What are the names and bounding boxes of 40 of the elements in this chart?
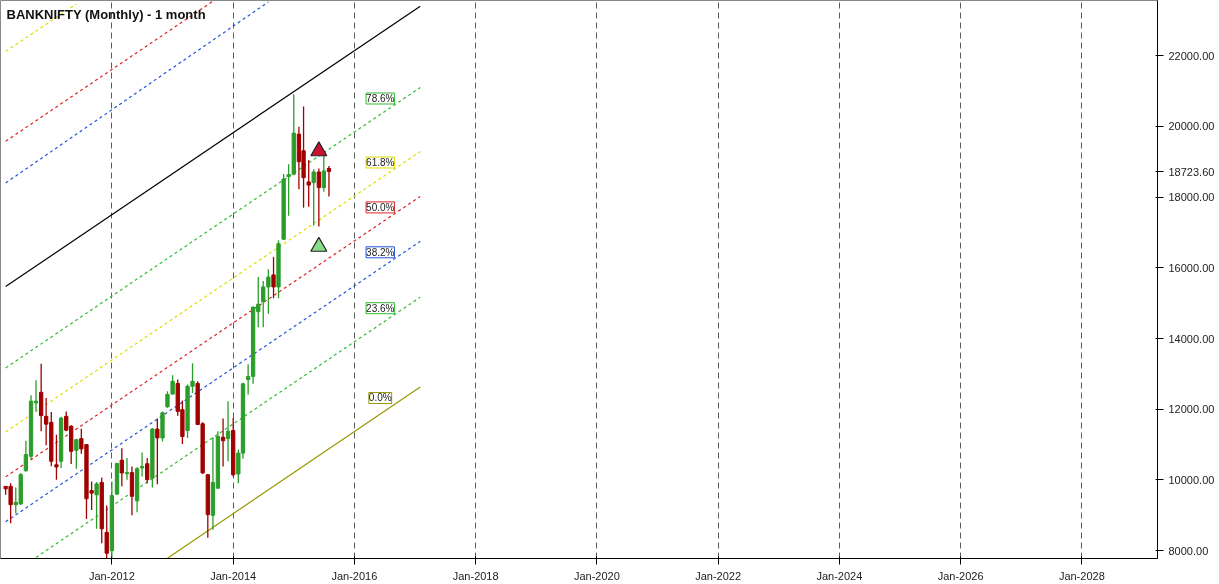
candlestick [124, 457, 130, 481]
y-tick-label: 20000.00 [1168, 120, 1215, 133]
candlestick [321, 153, 326, 193]
candlestick [145, 457, 150, 484]
x-tick-label: Jan-2016 [331, 569, 378, 582]
series-label: 23.6% [366, 302, 395, 314]
candlestick [94, 481, 99, 530]
candlestick [119, 447, 124, 488]
y-tick-label: 8000.00 [1168, 544, 1209, 557]
candlestick [271, 256, 276, 299]
x-tick-label: Jan-2014 [210, 569, 257, 582]
y-tick-label: 18000.00 [1168, 191, 1215, 204]
x-tick-label: Jan-2012 [88, 569, 135, 582]
candlestick [74, 437, 79, 470]
series-label: 38.2% [366, 246, 395, 258]
x-tick-label: Jan-2020 [573, 569, 620, 582]
x-tick-label: Jan-2018 [452, 569, 499, 582]
candlestick [104, 504, 109, 559]
series-label: 50.0% [366, 201, 395, 213]
x-tick-label: Jan-2022 [695, 569, 742, 582]
y-tick-label: 12000.00 [1168, 403, 1215, 416]
x-tick-label: Jan-2026 [937, 569, 984, 582]
candlestick [326, 165, 332, 198]
y-tick-label: 14000.00 [1168, 332, 1215, 345]
candlestick [311, 168, 316, 227]
series-label: 78.6% [366, 92, 395, 104]
text: BANKNIFTY (Monthly) - 1 month [6, 7, 206, 22]
candlestick [316, 167, 321, 228]
candlestick [306, 159, 311, 208]
candlestick [39, 363, 44, 432]
x-tick-label: Jan-2028 [1058, 569, 1105, 582]
x-tick-label: Jan-2024 [816, 569, 863, 582]
candlestick [54, 434, 59, 481]
y-tick-label: 10000.00 [1168, 474, 1215, 486]
candlestick [155, 417, 160, 485]
candlestick [129, 465, 135, 517]
y-tick-label: 22000.00 [1168, 49, 1215, 62]
y-tick-label: 16000.00 [1168, 261, 1215, 274]
candlestick [225, 400, 231, 462]
y-tick-label: 18723.60 [1168, 165, 1215, 178]
